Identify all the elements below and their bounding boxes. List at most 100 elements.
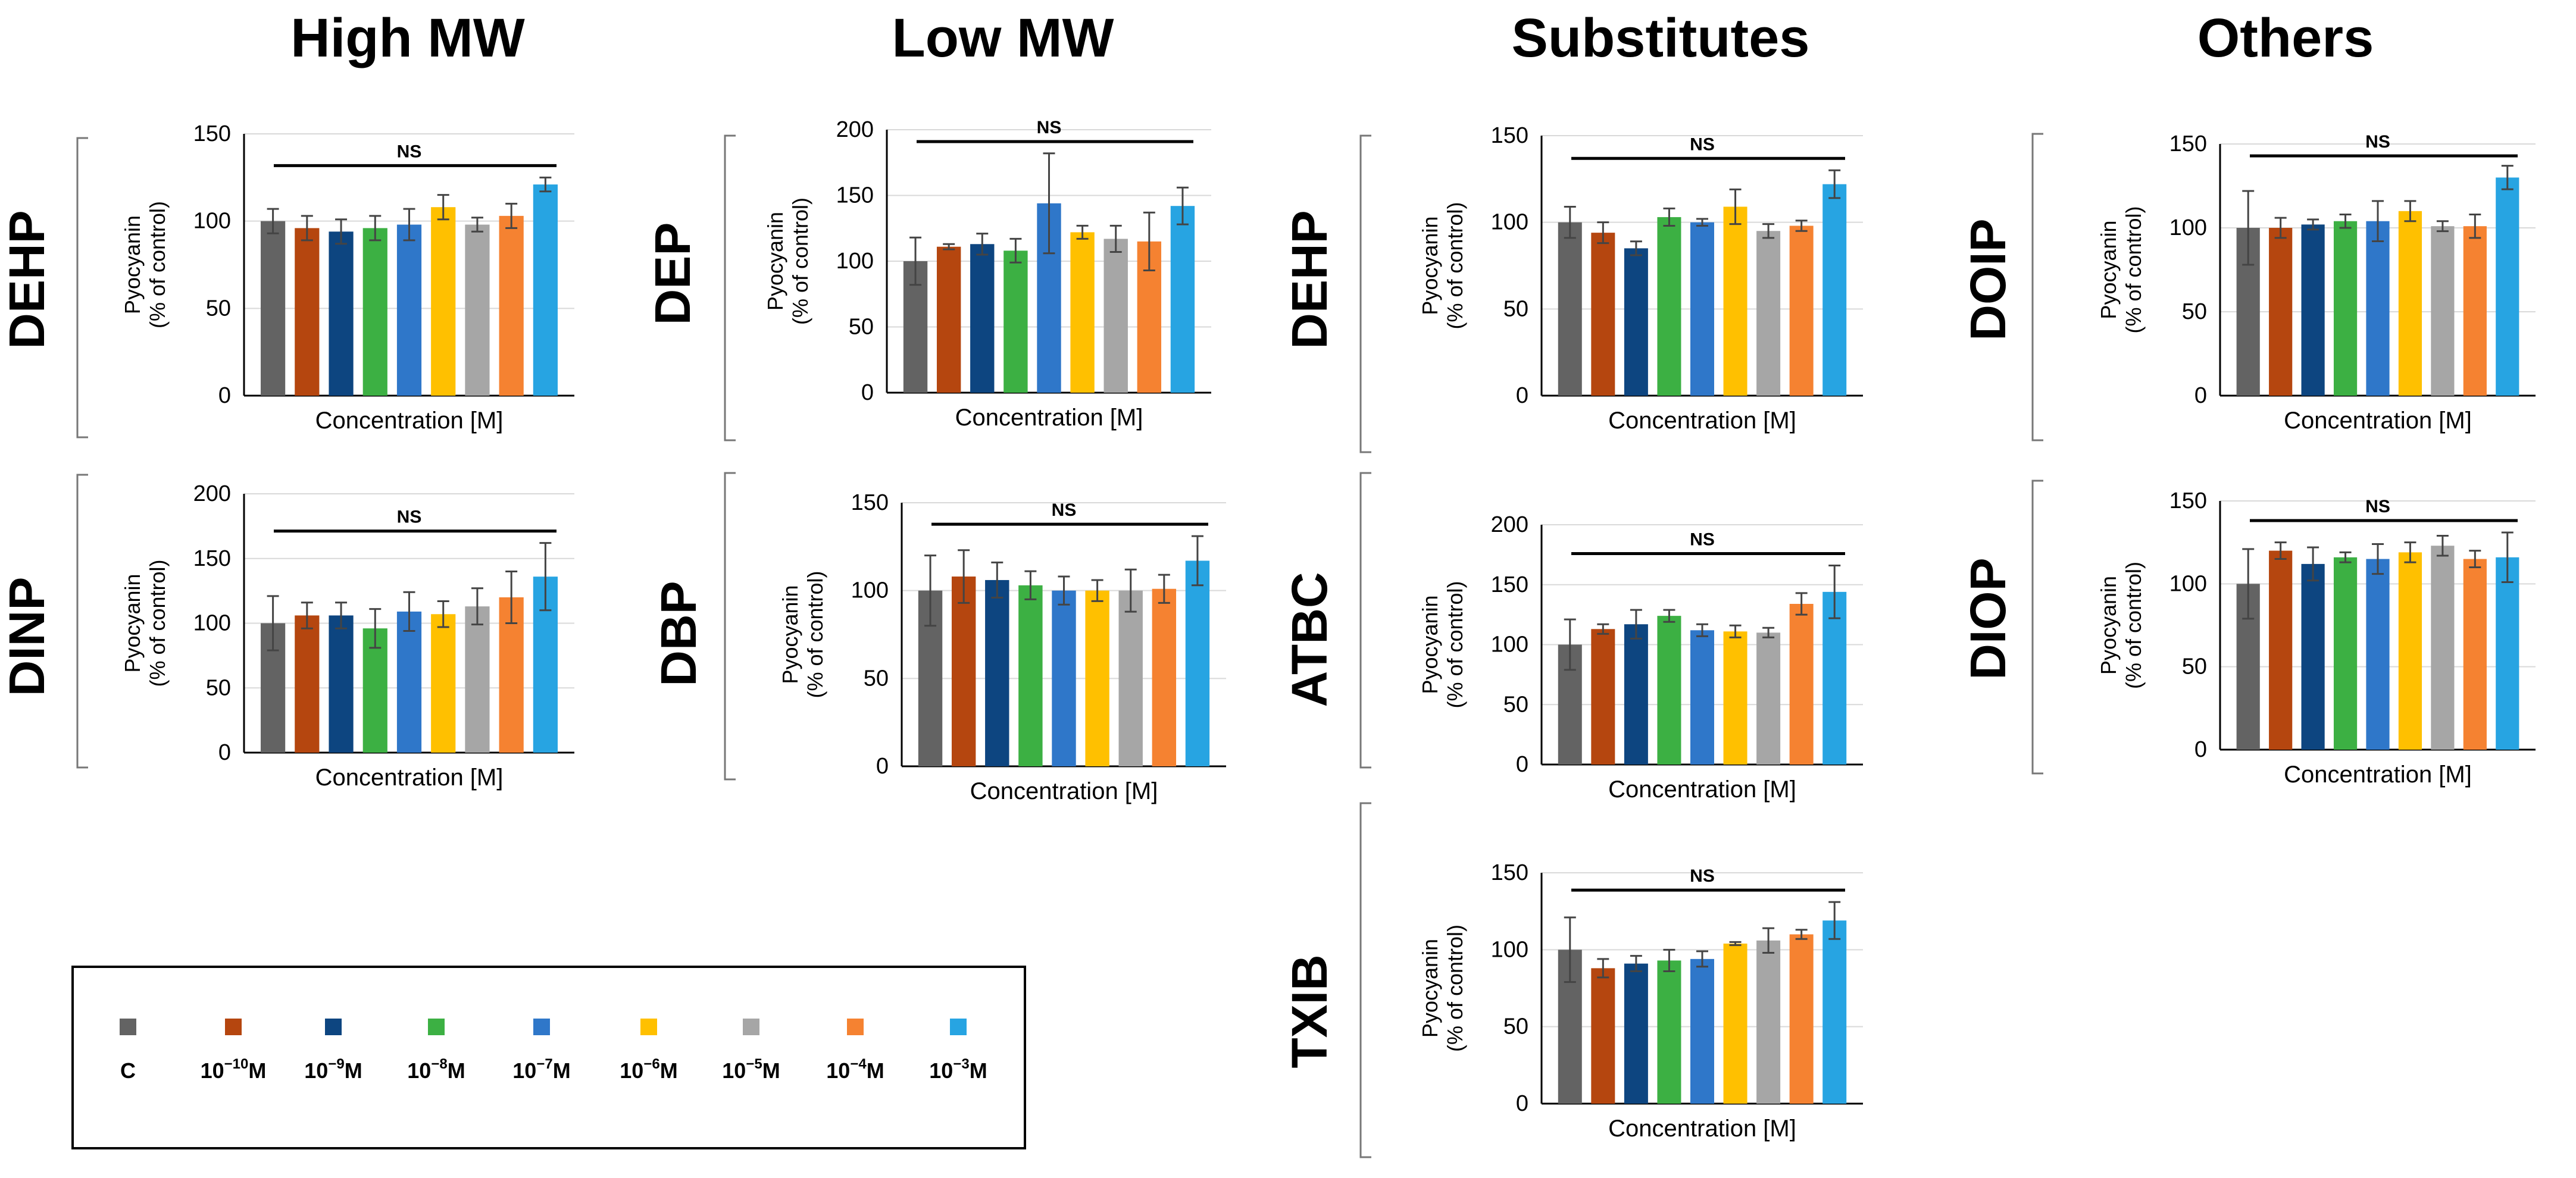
bar: [1822, 920, 1847, 1104]
y-tick-label: 150: [2169, 131, 2207, 156]
y-tick-label: 150: [1491, 123, 1528, 148]
chart-low-mw-dep: DEP Pyocyanin (% of control) 0 50 100 150 200 NS…: [645, 117, 1211, 441]
bar: [1822, 184, 1847, 396]
chart-low-mw-dbp: DBP Pyocyanin (% of control) 0 50 100 150 NS Con…: [651, 472, 1226, 804]
y-tick-label: 100: [836, 249, 874, 274]
bar: [396, 611, 422, 753]
bar: [1170, 206, 1195, 393]
bar: [2366, 221, 2390, 396]
y-axis-label: (% of control): [1443, 925, 1467, 1052]
legend-label: 10−9M: [304, 1056, 362, 1083]
bar: [1003, 250, 1028, 393]
y-axis-label: (% of control): [2121, 562, 2146, 689]
y-tick-label: 50: [1503, 1014, 1528, 1039]
legend-label: 10−4M: [826, 1056, 884, 1083]
bar: [2431, 546, 2455, 750]
legend-item: 10−5M: [722, 1019, 780, 1083]
legend-swatch: [533, 1019, 550, 1035]
bar: [2301, 563, 2325, 750]
compound-label: DBP: [651, 581, 706, 686]
bar: [465, 606, 490, 753]
y-tick-label: 150: [193, 546, 231, 571]
bar: [1591, 968, 1615, 1104]
bar: [2269, 228, 2293, 396]
y-tick-label: 50: [1503, 692, 1528, 717]
heading-low-mw: Low MW: [892, 8, 1114, 68]
bar: [1723, 943, 1747, 1104]
legend-label: 10−8M: [407, 1056, 465, 1083]
bar: [1756, 632, 1781, 765]
bar: [1152, 588, 1177, 766]
bar: [431, 614, 456, 753]
bar: [1690, 630, 1714, 765]
y-tick-label: 200: [836, 117, 874, 142]
legend-box: [71, 966, 1026, 1149]
significance-label: NS: [397, 142, 422, 161]
legend-swatch: [325, 1019, 342, 1035]
y-tick-label: 100: [193, 209, 231, 234]
y-tick-label: 50: [849, 315, 874, 340]
y-tick-label: 0: [218, 383, 231, 408]
bar: [2366, 559, 2390, 750]
legend-label: 10−10M: [201, 1056, 267, 1083]
y-tick-label: 0: [1516, 383, 1528, 408]
y-tick-label: 100: [1491, 937, 1528, 962]
chart-bracket: [2031, 480, 2043, 775]
bar: [936, 246, 961, 393]
y-axis-label: Pyocyanin: [120, 574, 145, 672]
bar: [1822, 591, 1847, 765]
chart-substitutes-dehp: DEHP Pyocyanin (% of control) 0 50 100 150 NS Co…: [1281, 123, 1863, 453]
x-axis-label: Concentration [M]: [970, 778, 1158, 804]
y-axis-label: Pyocyanin: [778, 585, 802, 684]
bar: [1085, 590, 1109, 766]
chart-bracket: [76, 474, 88, 769]
x-axis-label: Concentration [M]: [2284, 408, 2472, 434]
x-axis-label: Concentration [M]: [315, 765, 504, 791]
bar: [1103, 239, 1128, 393]
y-axis-label: Pyocyanin: [2096, 576, 2121, 675]
compound-label: DEP: [645, 223, 701, 325]
bar: [499, 215, 524, 396]
bar: [2333, 557, 2358, 750]
compound-label: TXIB: [1281, 954, 1337, 1068]
bar: [2496, 557, 2519, 750]
bar: [2333, 221, 2358, 396]
bar: [951, 577, 976, 766]
legend-item: 10−4M: [826, 1019, 884, 1083]
chart-substitutes-atbc: ATBC Pyocyanin (% of control) 0 50 100 150 200 N…: [1281, 472, 1863, 803]
legend-item: 10−6M: [620, 1019, 678, 1083]
y-axis-label: (% of control): [2121, 206, 2146, 333]
y-tick-label: 150: [193, 121, 231, 146]
group-headings: High MW Low MW Substitutes Others: [290, 8, 2374, 68]
legend-label: 10−5M: [722, 1056, 780, 1083]
compound-label: DIOP: [1960, 557, 2016, 679]
bar: [1756, 940, 1781, 1104]
chart-bracket: [724, 134, 736, 441]
bar: [533, 184, 558, 396]
bar: [1558, 222, 1582, 396]
y-tick-label: 150: [836, 183, 874, 208]
legend-swatch: [428, 1019, 445, 1035]
legend-label: 10−7M: [512, 1056, 570, 1083]
x-axis-label: Concentration [M]: [1608, 1116, 1796, 1142]
legend-swatch: [120, 1019, 136, 1035]
heading-others: Others: [2197, 8, 2374, 68]
bar: [2398, 211, 2422, 396]
bar: [1070, 232, 1095, 393]
y-tick-label: 50: [2182, 299, 2207, 324]
bar: [1657, 217, 1681, 396]
bar: [970, 244, 995, 393]
y-tick-label: 50: [1503, 296, 1528, 321]
bar: [1624, 624, 1648, 765]
compound-label: DEHP: [0, 210, 55, 349]
y-tick-label: 100: [1491, 632, 1528, 657]
bar: [1052, 590, 1076, 766]
legend-label: 10−3M: [929, 1056, 987, 1083]
bar: [431, 207, 456, 396]
legend-swatch: [640, 1019, 657, 1035]
y-axis-label: (% of control): [788, 198, 812, 325]
bar: [1018, 585, 1043, 766]
y-axis-label: (% of control): [1443, 202, 1467, 329]
y-tick-label: 100: [2169, 571, 2207, 596]
y-axis-label: Pyocyanin: [763, 212, 787, 311]
